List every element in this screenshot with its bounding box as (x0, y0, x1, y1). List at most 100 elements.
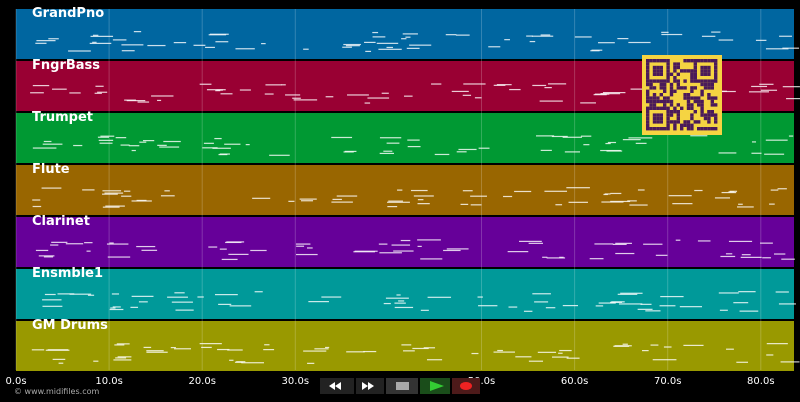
note (30, 92, 44, 94)
note (782, 47, 800, 49)
forward-icon (362, 382, 374, 390)
note (773, 253, 786, 255)
note (197, 296, 204, 298)
note (112, 306, 121, 308)
note (580, 102, 596, 104)
note (471, 352, 479, 355)
time-label: 60.0s (561, 376, 588, 387)
note (68, 50, 91, 52)
qr-module (646, 89, 650, 93)
note (264, 93, 274, 95)
qr-module (680, 86, 684, 90)
note (779, 35, 792, 37)
note (403, 350, 415, 352)
note (508, 306, 518, 308)
note (89, 42, 112, 44)
qr-module (707, 79, 711, 83)
qr-module (673, 76, 677, 80)
qr-module (646, 79, 650, 83)
note (725, 253, 733, 255)
note (175, 309, 194, 311)
note (299, 198, 317, 200)
qr-module (652, 127, 657, 131)
note (393, 250, 414, 252)
note (537, 351, 557, 353)
qr-module (697, 59, 701, 63)
note (589, 258, 604, 260)
note (254, 291, 263, 293)
note (628, 137, 653, 139)
qr-module (663, 96, 667, 100)
track-name: GM Drums (32, 318, 108, 333)
qr-module (710, 99, 714, 104)
note (640, 303, 652, 305)
note (659, 305, 676, 307)
note (236, 361, 246, 363)
note (504, 39, 510, 41)
note (31, 349, 45, 351)
note (786, 98, 800, 100)
note (407, 139, 420, 141)
note (410, 189, 428, 192)
qr-module (676, 86, 680, 90)
note (496, 84, 512, 86)
qr-module (693, 76, 697, 80)
note (762, 257, 771, 259)
qr-module (703, 59, 708, 63)
qr-module (676, 65, 680, 70)
note (566, 357, 580, 359)
qr-module (649, 99, 653, 104)
note (451, 90, 469, 93)
note (668, 195, 692, 197)
qr-module (646, 106, 650, 110)
qr-module (693, 110, 697, 114)
note (115, 137, 127, 139)
qr-module (700, 65, 704, 70)
qr-module (703, 116, 708, 121)
qr-module (646, 62, 650, 66)
qr-module (666, 79, 670, 83)
time-label: 0.0s (5, 376, 26, 387)
qr-module (666, 76, 670, 80)
note (720, 255, 736, 258)
note (193, 44, 206, 46)
note (269, 154, 290, 156)
qr-module (703, 79, 708, 83)
qr-module (707, 96, 711, 100)
qr-module (676, 62, 680, 66)
note (564, 151, 581, 153)
note (378, 243, 388, 245)
note (354, 250, 378, 252)
note (503, 195, 513, 198)
note (52, 358, 66, 360)
note (131, 149, 136, 152)
qr-module (649, 59, 653, 63)
note (456, 151, 467, 153)
qr-module (686, 103, 691, 107)
qr-module (652, 116, 657, 121)
qr-module (710, 82, 714, 87)
note (109, 308, 124, 311)
note (325, 96, 334, 98)
note (263, 349, 275, 351)
note (544, 87, 552, 89)
qr-module (700, 89, 704, 93)
note (57, 293, 75, 295)
qr-module (697, 79, 701, 83)
note (618, 303, 643, 305)
note (214, 294, 238, 296)
qr-module (673, 65, 677, 70)
note (617, 293, 638, 295)
note (736, 361, 749, 363)
note (336, 195, 358, 197)
note (391, 244, 411, 246)
qr-module (656, 113, 660, 117)
qr-module (710, 86, 714, 90)
qr-module (707, 120, 711, 124)
note (721, 191, 737, 194)
note (308, 301, 329, 303)
note (555, 204, 563, 206)
note (764, 153, 785, 155)
note (558, 352, 563, 354)
qr-module (673, 79, 677, 83)
